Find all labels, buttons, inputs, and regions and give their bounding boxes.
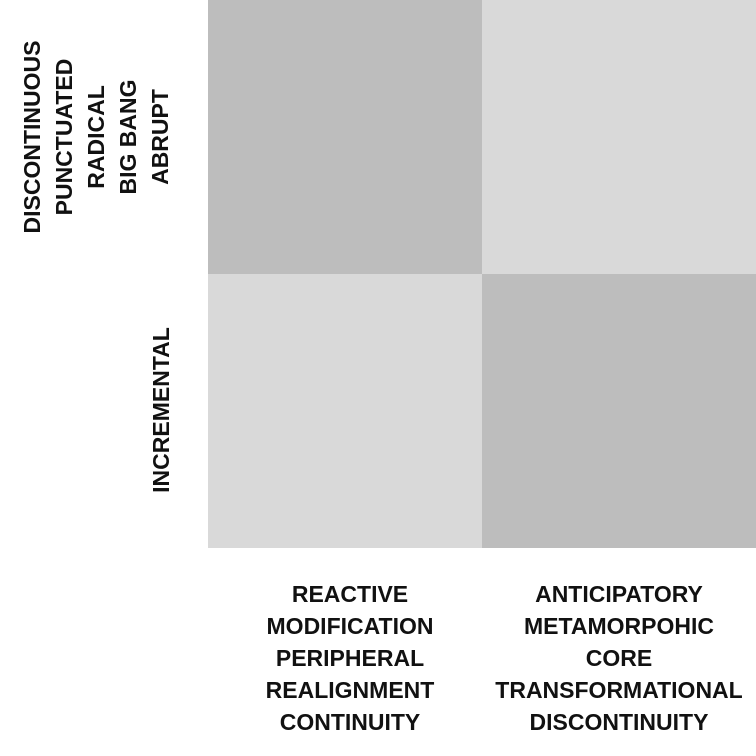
y-top-line: DISCONTINUOUS [19,40,45,234]
y-axis-bottom-label: INCREMENTAL [145,290,177,530]
quadrant-bottom-left [208,274,482,548]
x-left-line: REACTIVE [291,581,409,607]
y-top-line: PUNCTUATED [51,58,77,216]
change-matrix [208,0,756,548]
x-axis-right-label: ANTICIPATORY METAMORPOHIC CORE TRANSFORM… [482,578,756,738]
y-axis-top-label: DISCONTINUOUS PUNCTUATED RADICAL BIG BAN… [16,22,176,252]
quadrant-top-left [208,0,482,274]
quadrant-top-right [482,0,756,274]
x-right-line: CORE [585,645,653,671]
quadrant-bottom-right [482,274,756,548]
x-right-line: TRANSFORMATIONAL [495,677,743,703]
x-left-line: MODIFICATION [266,613,434,639]
y-top-line: ABRUPT [147,89,173,185]
x-left-line: REALIGNMENT [265,677,435,703]
y-top-line: RADICAL [83,85,109,189]
x-left-line: CONTINUITY [279,709,421,735]
y-bottom-line: INCREMENTAL [148,327,174,493]
x-left-line: PERIPHERAL [275,645,425,671]
x-axis-left-label: REACTIVE MODIFICATION PERIPHERAL REALIGN… [213,578,487,738]
x-right-line: DISCONTINUITY [529,709,709,735]
y-top-line: BIG BANG [115,79,141,195]
x-right-line: METAMORPOHIC [524,613,714,639]
x-right-line: ANTICIPATORY [535,581,703,607]
